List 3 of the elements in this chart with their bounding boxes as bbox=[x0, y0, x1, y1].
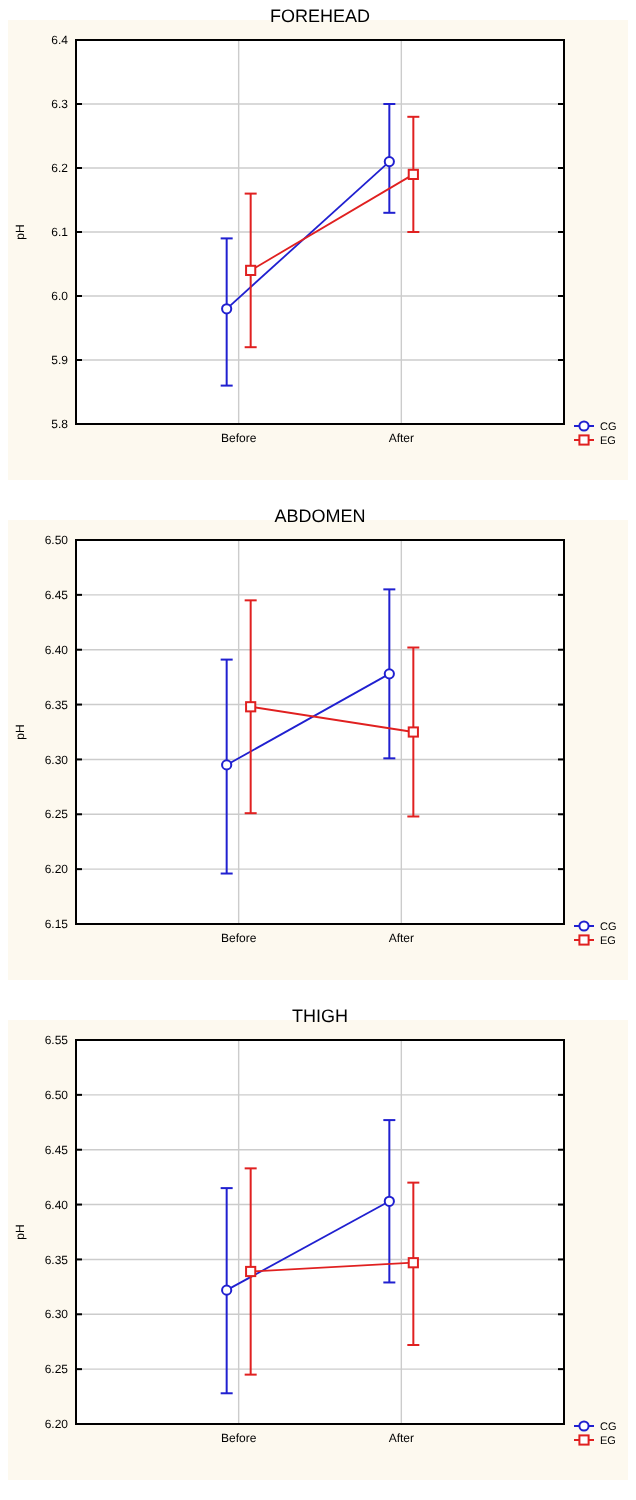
chart-title: THIGH bbox=[292, 1006, 348, 1026]
chart-title: ABDOMEN bbox=[274, 506, 366, 526]
chart-title: FOREHEAD bbox=[269, 6, 371, 26]
